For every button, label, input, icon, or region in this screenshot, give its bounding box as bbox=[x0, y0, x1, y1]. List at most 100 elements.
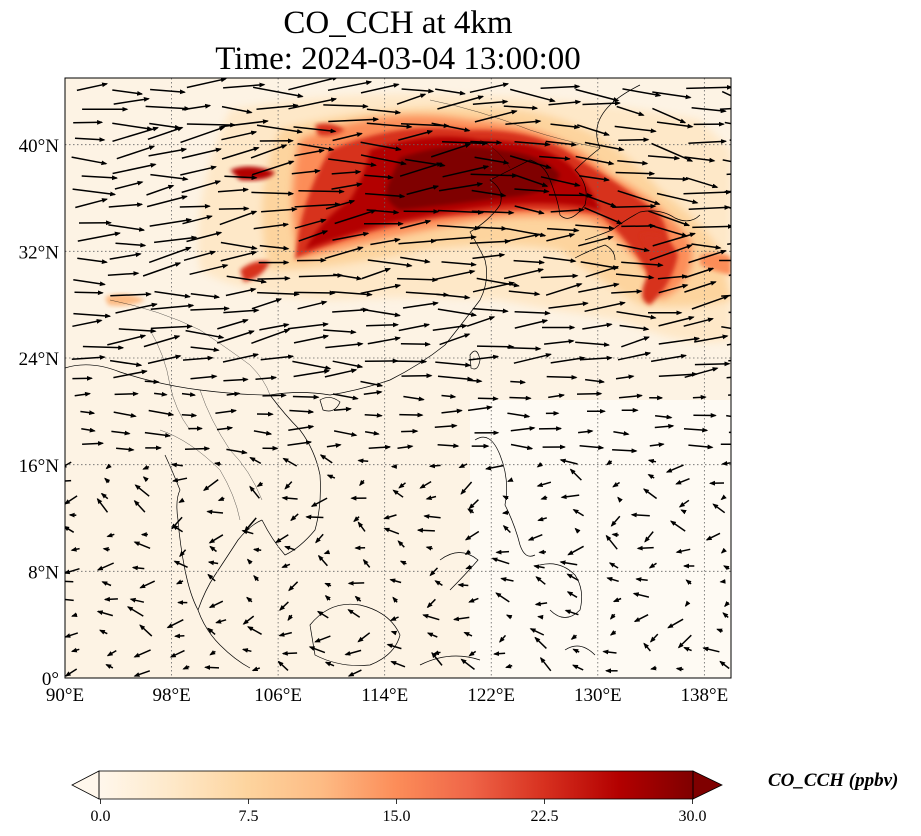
wind-arrow bbox=[719, 107, 731, 111]
wind-arrow bbox=[501, 510, 510, 515]
wind-arrow bbox=[460, 658, 475, 670]
lon-tick-label: 114°E bbox=[361, 685, 408, 706]
wind-arrow bbox=[649, 442, 665, 448]
wind-arrow bbox=[685, 176, 719, 189]
wind-arrow bbox=[564, 609, 579, 616]
wind-arrow bbox=[225, 287, 257, 297]
wind-arrow bbox=[550, 207, 585, 213]
wind-arrow bbox=[400, 256, 431, 264]
wind-arrow bbox=[77, 231, 121, 242]
wind-arrow bbox=[208, 600, 224, 609]
wind-arrow bbox=[722, 159, 731, 163]
wind-arrow bbox=[290, 513, 299, 522]
wind-arrow bbox=[115, 302, 158, 314]
wind-arrow bbox=[559, 560, 578, 566]
wind-arrow bbox=[688, 139, 727, 144]
wind-arrow bbox=[323, 329, 357, 335]
wind-arrow bbox=[477, 396, 499, 402]
wind-arrow bbox=[472, 99, 509, 106]
wind-arrow bbox=[368, 444, 392, 450]
wind-arrow bbox=[464, 549, 472, 556]
wind-arrow bbox=[360, 154, 407, 166]
wind-arrow bbox=[249, 456, 262, 465]
wind-arrow bbox=[694, 334, 729, 343]
colorbar-tick-label: 15.0 bbox=[383, 808, 411, 825]
wind-arrow bbox=[110, 291, 152, 297]
wind-arrow bbox=[437, 209, 484, 215]
wind-arrow bbox=[527, 534, 543, 541]
wind-arrow bbox=[605, 534, 618, 550]
wind-arrow bbox=[134, 484, 150, 497]
wind-arrow bbox=[365, 192, 406, 199]
wind-arrow bbox=[293, 334, 330, 344]
wind-arrow bbox=[241, 648, 252, 653]
wind-arrow bbox=[256, 481, 263, 487]
wind-arrow bbox=[400, 341, 431, 347]
wind-arrow bbox=[249, 485, 260, 499]
wind-arrow bbox=[729, 139, 731, 141]
lat-tick-label: 0° bbox=[42, 669, 59, 690]
wind-arrow bbox=[399, 162, 443, 177]
wind-arrow bbox=[474, 156, 510, 165]
wind-arrow bbox=[716, 628, 723, 634]
wind-arrow bbox=[186, 231, 223, 243]
wind-arrow bbox=[615, 171, 656, 176]
wind-arrow bbox=[331, 182, 363, 190]
wind-arrow bbox=[324, 582, 332, 588]
wind-arrow bbox=[585, 378, 605, 384]
wind-arrow bbox=[251, 298, 283, 310]
wind-arrow bbox=[288, 97, 338, 110]
wind-arrow bbox=[719, 660, 730, 670]
wind-arrow bbox=[333, 406, 352, 412]
wind-arrow bbox=[684, 267, 715, 279]
wind-arrow bbox=[441, 140, 489, 146]
wind-arrow bbox=[499, 634, 507, 643]
wind-arrow bbox=[485, 464, 504, 471]
wind-arrow bbox=[702, 646, 720, 653]
wind-arrow bbox=[430, 143, 472, 158]
wind-arrow bbox=[646, 176, 689, 182]
wind-arrow bbox=[65, 578, 74, 584]
wind-arrow bbox=[441, 408, 463, 414]
wind-arrow bbox=[244, 517, 257, 533]
wind-arrow bbox=[217, 187, 249, 193]
wind-arrow bbox=[652, 232, 696, 247]
wind-arrow bbox=[150, 324, 193, 330]
wind-arrow bbox=[326, 474, 336, 480]
wind-arrow bbox=[112, 163, 157, 175]
wind-arrow bbox=[332, 132, 363, 142]
wind-arrow bbox=[514, 188, 550, 194]
wind-arrow bbox=[545, 140, 578, 147]
wind-arrow bbox=[251, 666, 261, 672]
wind-arrow bbox=[208, 534, 224, 544]
wind-arrow bbox=[675, 548, 691, 554]
wind-arrow bbox=[96, 497, 109, 513]
wind-arrow bbox=[606, 459, 613, 466]
wind-arrow bbox=[632, 592, 650, 598]
wind-arrow bbox=[675, 666, 684, 672]
wind-arrow bbox=[576, 391, 603, 397]
wind-arrow bbox=[720, 547, 727, 554]
lon-tick-label: 90°E bbox=[46, 685, 84, 706]
wind-arrow bbox=[287, 614, 293, 621]
wind-arrow bbox=[287, 322, 329, 330]
wind-arrow bbox=[688, 249, 727, 264]
wind-arrow bbox=[648, 562, 657, 569]
wind-arrow bbox=[726, 173, 731, 176]
wind-arrow bbox=[429, 567, 439, 577]
wind-arrow bbox=[107, 271, 140, 277]
wind-arrow bbox=[651, 142, 694, 162]
wind-arrow bbox=[582, 322, 613, 330]
wind-arrow bbox=[139, 580, 156, 589]
wind-arrow bbox=[139, 624, 153, 637]
colorbar-gradient bbox=[99, 771, 693, 799]
wind-arrow bbox=[260, 354, 295, 361]
wind-arrow bbox=[621, 261, 664, 268]
wind-arrow bbox=[425, 495, 437, 501]
wind-arrow bbox=[190, 293, 221, 300]
wind-arrow bbox=[173, 560, 188, 568]
wind-arrow bbox=[115, 242, 147, 248]
wind-arrow bbox=[178, 497, 185, 503]
wind-arrow bbox=[618, 393, 643, 399]
wind-arrow bbox=[575, 155, 615, 166]
